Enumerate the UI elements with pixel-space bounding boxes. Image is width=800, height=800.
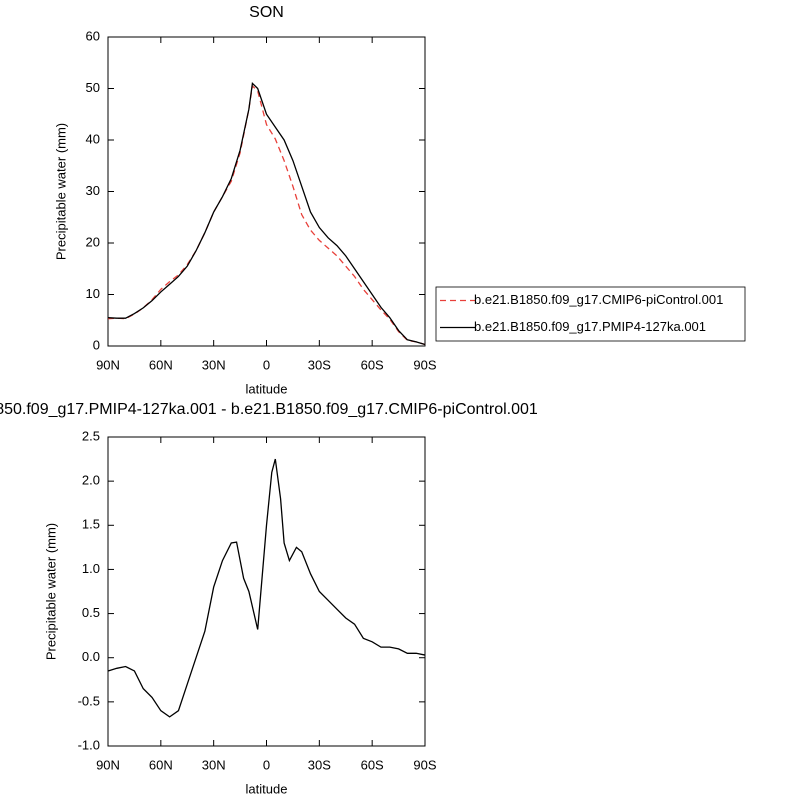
y-axis-label: Precipitable water (mm) — [53, 123, 68, 260]
y-tick-label: 0.5 — [82, 605, 100, 620]
y-tick-label: 1.5 — [82, 517, 100, 532]
data-line — [107, 84, 426, 346]
y-tick-label: -1.0 — [78, 737, 100, 752]
y-tick-label: 2.0 — [82, 473, 100, 488]
y-tick-label: 0.0 — [82, 649, 100, 664]
legend-box — [435, 286, 746, 342]
y-tick-label: 20 — [86, 234, 100, 249]
x-tick-label: 90N — [96, 357, 120, 372]
x-tick-label: 60N — [149, 357, 173, 372]
x-tick-label: 0 — [263, 757, 270, 772]
y-tick-label: 50 — [86, 80, 100, 95]
x-tick-label: 90N — [96, 757, 120, 772]
legend-label: b.e21.B1850.f09_g17.PMIP4-127ka.001 — [474, 319, 706, 334]
x-axis-label: latitude — [246, 381, 288, 396]
x-tick-label: 60N — [149, 757, 173, 772]
data-line — [107, 458, 426, 718]
x-tick-label: 60S — [361, 357, 384, 372]
y-tick-label: 10 — [86, 286, 100, 301]
y-tick-label: 40 — [86, 131, 100, 146]
x-tick-label: 30S — [308, 357, 331, 372]
plot-frame — [107, 436, 426, 747]
x-tick-label: 90S — [413, 757, 436, 772]
x-tick-label: 30S — [308, 757, 331, 772]
y-tick-label: 60 — [86, 28, 100, 43]
y-tick-label: -0.5 — [78, 693, 100, 708]
y-tick-label: 0 — [93, 337, 100, 352]
chart-title: 850.f09_g17.PMIP4-127ka.001 - b.e21.B185… — [0, 401, 538, 418]
legend-label: b.e21.B1850.f09_g17.CMIP6-piControl.001 — [474, 292, 723, 307]
x-axis-label: latitude — [246, 781, 288, 796]
data-line — [107, 81, 426, 346]
x-tick-label: 60S — [361, 757, 384, 772]
y-axis-label: Precipitable water (mm) — [43, 523, 58, 660]
x-tick-label: 30N — [202, 357, 226, 372]
y-tick-label: 2.5 — [82, 428, 100, 443]
x-tick-label: 30N — [202, 757, 226, 772]
chart-title: SON — [249, 4, 284, 21]
y-tick-label: 30 — [86, 183, 100, 198]
x-tick-label: 90S — [413, 357, 436, 372]
x-tick-label: 0 — [263, 357, 270, 372]
y-tick-label: 1.0 — [82, 561, 100, 576]
plot-frame — [107, 36, 426, 347]
